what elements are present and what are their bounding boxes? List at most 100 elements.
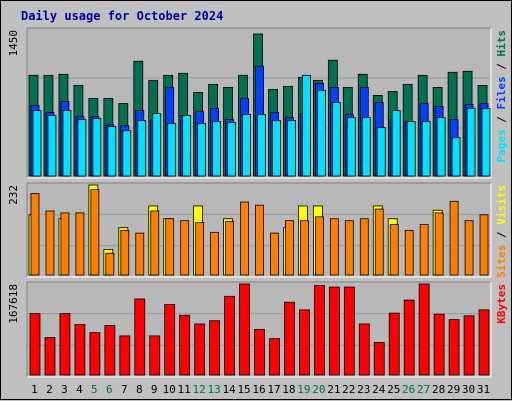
bar-kbytes-day-21 [328, 286, 340, 376]
bar-kbytes-day-15 [239, 283, 250, 376]
bar-kbytes-day-16 [254, 328, 265, 376]
bar-kbytes-day-24 [373, 342, 385, 376]
bar-kbytes-day-26 [403, 299, 415, 376]
x-tick-label-30: 30 [462, 383, 475, 396]
bar-kbytes-day-13 [209, 320, 221, 376]
x-tick-label-2: 2 [46, 383, 53, 396]
bar-pages-day-5 [92, 118, 102, 177]
bar-pages-day-13 [212, 121, 222, 177]
bar-kbytes-day-27 [418, 283, 430, 376]
bar-kbytes-day-8 [134, 298, 146, 376]
chart-title: Daily usage for October 2024 [21, 9, 223, 23]
legend-separator: / [495, 225, 508, 245]
bar-kbytes-day-28 [433, 313, 445, 376]
bar-sites-day-24 [374, 208, 384, 276]
x-tick-label-23: 23 [357, 383, 370, 396]
bar-sites-day-29 [449, 200, 459, 276]
bar-pages-day-23 [361, 117, 371, 177]
x-tick-label-17: 17 [267, 383, 280, 396]
x-tick-label-6: 6 [106, 383, 113, 396]
bar-pages-day-16 [257, 114, 266, 177]
bar-kbytes-day-4 [74, 324, 86, 376]
bar-sites-day-12 [195, 222, 205, 276]
bar-sites-day-22 [344, 220, 354, 276]
bar-sites-day-4 [75, 212, 85, 276]
legend-hits: Hits [495, 30, 508, 57]
bar-pages-day-22 [346, 117, 356, 177]
bar-kbytes-day-30 [463, 315, 475, 376]
x-tick-label-25: 25 [387, 383, 400, 396]
bar-sites-day-28 [434, 212, 444, 276]
bar-sites-day-6 [105, 252, 115, 276]
x-tick-label-13: 13 [207, 383, 220, 396]
bar-pages-day-15 [242, 114, 251, 177]
legend-separator: / [495, 57, 508, 77]
bar-pages-day-9 [152, 113, 162, 177]
bar-kbytes-day-2 [44, 337, 56, 376]
x-tick-label-1: 1 [31, 383, 38, 396]
bar-pages-day-4 [77, 119, 87, 177]
bar-sites-day-18 [285, 220, 294, 276]
bar-pages-day-25 [391, 110, 401, 177]
x-tick-label-27: 27 [417, 383, 430, 396]
bar-kbytes-day-22 [343, 286, 355, 376]
bar-kbytes-day-23 [358, 323, 370, 376]
x-tick-label-21: 21 [327, 383, 340, 396]
bar-kbytes-day-3 [59, 313, 71, 376]
bar-pages-day-29 [451, 137, 461, 177]
x-tick-label-29: 29 [447, 383, 460, 396]
bar-kbytes-day-14 [224, 295, 235, 376]
x-tick-label-20: 20 [312, 383, 325, 396]
bar-pages-day-2 [47, 115, 57, 177]
bar-sites-day-15 [240, 201, 249, 276]
bar-kbytes-day-11 [179, 314, 191, 376]
bar-sites-day-8 [135, 232, 145, 276]
bar-sites-day-3 [60, 212, 70, 276]
bar-sites-day-1 [30, 193, 40, 276]
x-tick-label-14: 14 [222, 383, 236, 396]
bar-sites-day-26 [404, 229, 414, 276]
bar-sites-day-11 [180, 220, 190, 276]
legend-1: Sites / Visits [495, 185, 508, 278]
bar-pages-day-26 [406, 121, 416, 177]
bar-kbytes-day-7 [119, 335, 131, 376]
x-tick-label-8: 8 [136, 383, 143, 396]
bar-kbytes-day-18 [284, 301, 295, 376]
bar-pages-day-8 [137, 120, 147, 177]
bar-sites-day-13 [210, 231, 220, 276]
bar-pages-day-18 [287, 120, 296, 177]
bar-sites-day-31 [479, 214, 489, 276]
bar-pages-day-1 [32, 110, 42, 177]
bar-kbytes-day-19 [299, 309, 310, 376]
bar-sites-day-7 [120, 229, 130, 276]
x-tick-label-19: 19 [297, 383, 310, 396]
legend-0: Pages / Files / Hits [495, 30, 508, 163]
x-tick-label-3: 3 [61, 383, 68, 396]
bar-pages-day-19 [302, 74, 311, 177]
x-tick-label-15: 15 [237, 383, 250, 396]
bar-kbytes-day-6 [104, 325, 116, 376]
bar-sites-day-16 [255, 204, 264, 276]
x-tick-label-18: 18 [282, 383, 295, 396]
x-tick-label-24: 24 [372, 383, 386, 396]
bar-sites-day-10 [165, 218, 175, 276]
y-max-label-1: 232 [7, 185, 20, 205]
bar-pages-day-24 [376, 127, 386, 177]
x-tick-label-22: 22 [342, 383, 355, 396]
x-tick-label-5: 5 [91, 383, 98, 396]
bar-pages-day-12 [197, 123, 207, 177]
x-tick-label-7: 7 [121, 383, 128, 396]
legend-files: Files [495, 76, 508, 109]
bar-pages-day-31 [481, 108, 491, 177]
bar-sites-day-21 [329, 218, 339, 276]
legend-visits: Visits [495, 185, 508, 225]
bar-sites-day-14 [225, 221, 234, 276]
bar-kbytes-day-1 [29, 313, 41, 376]
bar-pages-day-10 [167, 123, 177, 177]
x-tick-label-12: 12 [193, 383, 206, 396]
x-tick-label-31: 31 [477, 383, 490, 396]
x-tick-label-10: 10 [163, 383, 176, 396]
x-tick-label-11: 11 [178, 383, 191, 396]
bar-pages-day-17 [272, 120, 281, 177]
